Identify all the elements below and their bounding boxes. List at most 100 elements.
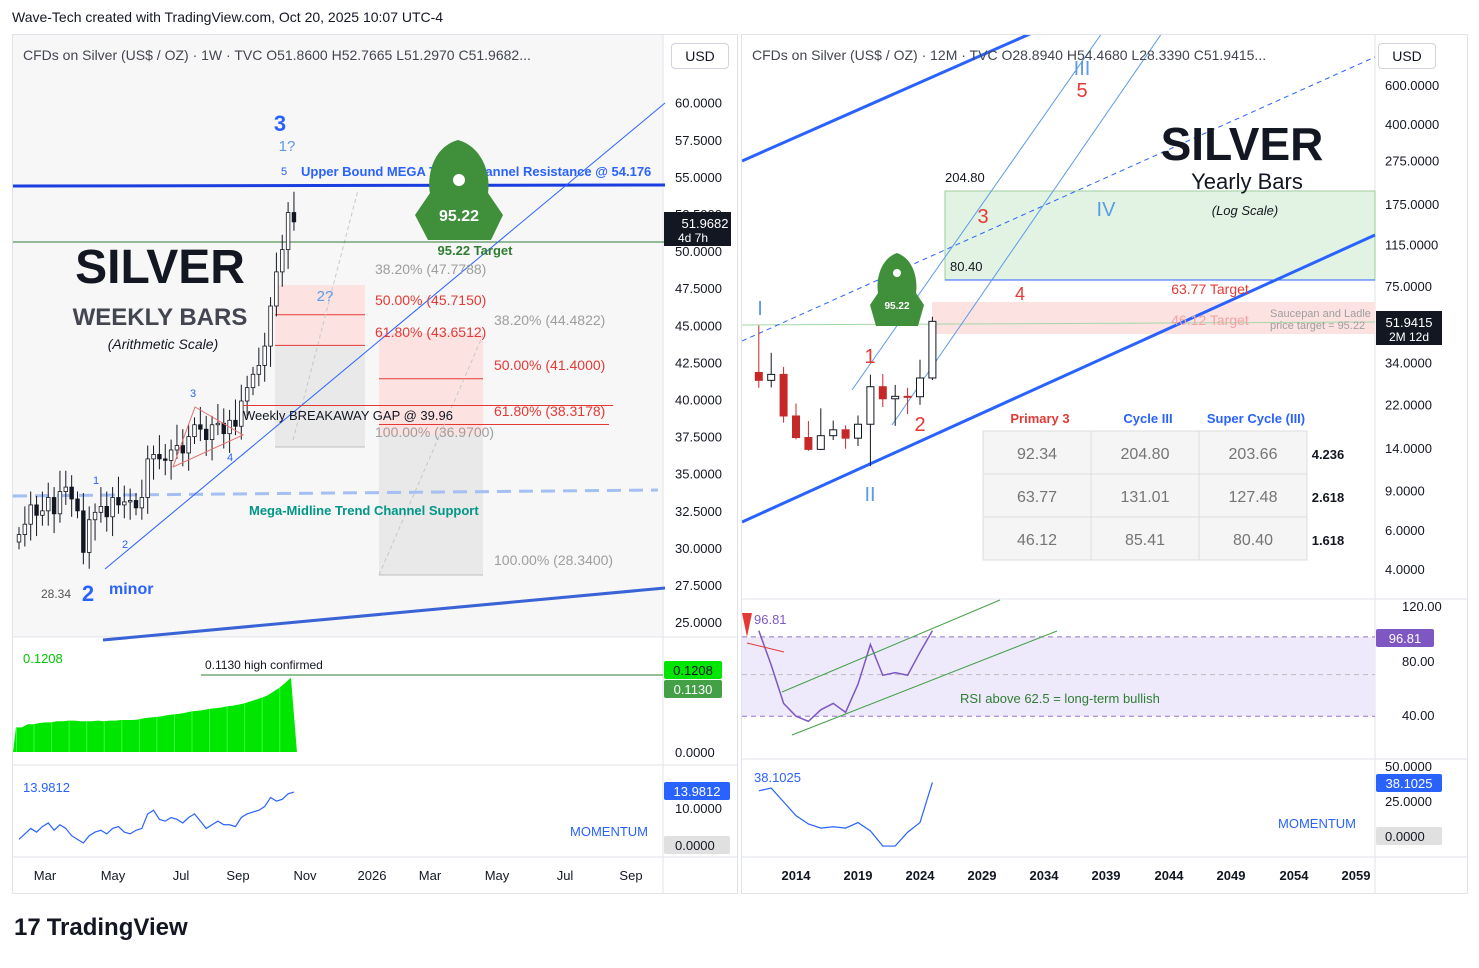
weekly-candle-body xyxy=(285,212,291,251)
yearly-chart-panel[interactable]: 600.0000 400.0000 275.0000 175.0000 115.0000… xyxy=(741,34,1468,894)
wave-II-label: II xyxy=(864,484,875,506)
yearly-momentum-y-tick: 50.0000 xyxy=(1385,759,1432,774)
indicator-bar xyxy=(138,719,140,752)
yearly-y-tick: 275.0000 xyxy=(1385,153,1439,168)
momentum-name: MOMENTUM xyxy=(570,824,648,839)
weekly-x-tick: Mar xyxy=(34,868,57,883)
table-cell-value: 46.12 xyxy=(1017,532,1057,549)
yearly-lower-channel xyxy=(742,233,1376,524)
weekly-candle-body xyxy=(186,436,191,454)
yearly-candle-body xyxy=(754,371,763,381)
rsi-line xyxy=(758,630,934,723)
weekly-x-tick: Mar xyxy=(419,868,442,883)
wave-1q-label: 1? xyxy=(279,138,296,155)
weekly-axis-bg xyxy=(663,35,737,893)
red-target-zone xyxy=(932,302,1375,334)
weekly-candle-body xyxy=(75,498,80,512)
lower-channel-line xyxy=(102,586,666,642)
table-cell-value: 131.01 xyxy=(1121,489,1170,506)
yearly-momentum-zero-bg xyxy=(1376,827,1442,845)
yearly-momentum-y-tick: 25.0000 xyxy=(1385,794,1432,809)
wave-5-label: 5 xyxy=(281,166,287,178)
yearly-currency-button[interactable]: USD xyxy=(1378,43,1436,69)
yearly-candle-body xyxy=(792,415,800,439)
table-cell xyxy=(1090,430,1200,475)
weekly-chart-panel[interactable]: 60.000057.500055.000052.500050.000047.50… xyxy=(12,34,738,894)
weekly-y-tick: 57.5000 xyxy=(675,133,722,148)
rsi-band xyxy=(742,636,1375,717)
weekly-chart-canvas[interactable]: 60.000057.500055.000052.500050.000047.50… xyxy=(13,35,737,893)
yearly-y-tick: 175.0000 xyxy=(1385,197,1439,212)
tradingview-logo[interactable]: 17 TradingView xyxy=(14,914,188,942)
yearly-parallel-1 xyxy=(851,35,1102,391)
yearly-x-tick: 2019 xyxy=(844,868,873,883)
table-ratio: 2.618 xyxy=(1312,490,1345,505)
rsi-channel-low xyxy=(791,630,1058,736)
table-header: Cycle III xyxy=(1123,411,1172,426)
yearly-subtitle: Yearly Bars xyxy=(1191,169,1303,194)
weekly-candle-body xyxy=(98,505,104,513)
yearly-y-tick: 34.0000 xyxy=(1385,355,1432,370)
yearly-x-tick: 2034 xyxy=(1030,868,1060,883)
level-high-label: 204.80 xyxy=(945,170,985,185)
wave-I-label: I xyxy=(757,298,763,320)
weekly-last-price: 51.9682 xyxy=(682,216,729,231)
weekly-candle-body xyxy=(51,497,57,515)
yearly-candle-body xyxy=(928,320,937,379)
target-46-label: 46.12 Target xyxy=(1171,312,1249,328)
small-wave-label: 4 xyxy=(227,452,233,464)
weekly-candle-body xyxy=(174,445,180,451)
yearly-y-tick: 600.0000 xyxy=(1385,78,1439,93)
fib-box-b-red xyxy=(379,333,483,435)
yearly-candle-body xyxy=(841,429,850,439)
indicator-bar xyxy=(103,721,105,752)
yearly-y-tick: 115.0000 xyxy=(1385,238,1438,253)
triangle-pattern xyxy=(172,406,245,468)
momentum-y-tick: 0.0000 xyxy=(675,838,715,853)
yearly-x-tick: 2049 xyxy=(1217,868,1246,883)
yearly-upper-channel xyxy=(742,35,1032,163)
weekly-candle-body xyxy=(127,500,133,503)
weekly-candle-body xyxy=(163,458,168,461)
saucepan-target-label: price target = 95.22 xyxy=(1270,320,1365,332)
wave-III-label: III xyxy=(1074,58,1091,80)
yearly-last-price: 51.9415 xyxy=(1386,315,1433,330)
upper-mega-trend-line xyxy=(13,183,666,188)
weekly-y-tick: 47.5000 xyxy=(675,281,722,296)
momentum-zero-bg xyxy=(664,836,730,854)
rocket-window-icon xyxy=(453,174,465,186)
indicator-bar xyxy=(191,711,193,752)
weekly-candle-body xyxy=(192,424,197,438)
rsi-y-tick: 120.00 xyxy=(1402,599,1442,614)
weekly-subtitle: WEEKLY BARS xyxy=(73,304,248,331)
table-cell xyxy=(1090,473,1200,518)
yearly-chart-canvas[interactable]: 600.0000400.0000275.0000175.0000115.0000… xyxy=(742,35,1467,893)
rsi-arrow-line xyxy=(746,642,785,653)
yearly-candle-body xyxy=(829,429,838,437)
weekly-candle-body xyxy=(239,400,244,427)
table-cell xyxy=(1198,430,1308,475)
indicator-bar xyxy=(86,721,88,752)
target-63-label: 63.77 Target xyxy=(1171,281,1249,297)
weekly-y-tick: 40.0000 xyxy=(675,393,722,408)
weekly-candle-body xyxy=(256,364,262,375)
yearly-x-tick: 2044 xyxy=(1155,868,1185,883)
weekly-x-tick: Jul xyxy=(557,868,574,883)
level-mid-label: 80.40 xyxy=(950,259,983,274)
weekly-candle-body xyxy=(244,387,250,402)
weekly-last-price-bg xyxy=(664,212,731,246)
table-cell xyxy=(982,430,1092,475)
rsi-channel-up xyxy=(781,599,1001,693)
weekly-candle-body xyxy=(69,486,74,500)
weekly-currency-button[interactable]: USD xyxy=(671,43,729,69)
yearly-momentum-line xyxy=(758,782,933,847)
momentum-value: 13.9812 xyxy=(23,780,70,795)
yearly-y-tick: 22.0000 xyxy=(1385,397,1432,412)
target-zone-box xyxy=(944,190,1376,281)
weekly-title: SILVER xyxy=(75,241,245,294)
weekly-candle-body xyxy=(268,305,273,347)
indicator-bar xyxy=(121,719,123,752)
yearly-candle-body xyxy=(767,373,776,381)
yearly-y-tick: 4.0000 xyxy=(1385,562,1425,577)
yearly-x-tick: 2024 xyxy=(906,868,936,883)
